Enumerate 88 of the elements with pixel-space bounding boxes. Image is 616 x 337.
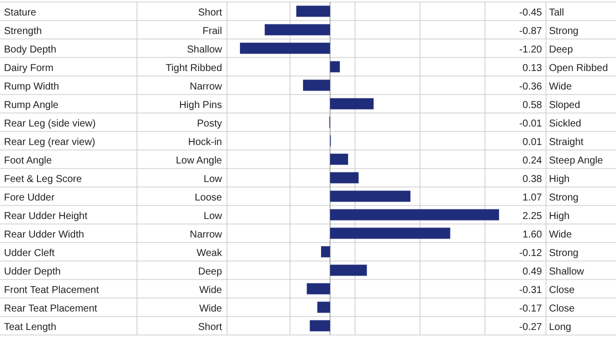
- text: Short: [198, 7, 222, 18]
- y-tick-label: Rump Width: [4, 81, 60, 92]
- y-tick-label: Rear Teat Placement: [4, 303, 98, 314]
- bar: [303, 80, 330, 91]
- y-tick-label: Rear Leg (rear view): [4, 136, 96, 148]
- data-label: 0.38: [522, 174, 542, 185]
- y-tick-label: Fore Udder: [4, 192, 56, 204]
- text: Wide: [199, 284, 222, 296]
- text: Wide: [549, 229, 572, 240]
- data-label: 0.58: [522, 100, 542, 111]
- data-label: 0.49: [522, 266, 542, 278]
- y-tick-label: Dairy Form: [4, 62, 54, 74]
- text: High: [549, 210, 570, 222]
- text: Hock-in: [188, 136, 222, 148]
- bar: [330, 172, 359, 184]
- text: Short: [198, 322, 222, 333]
- bar: [264, 24, 330, 36]
- y-tick-label: Body Depth: [4, 44, 56, 56]
- bar: [306, 283, 330, 294]
- bar: [321, 246, 330, 258]
- text: Wide: [199, 303, 222, 314]
- text: Shallow: [549, 266, 585, 278]
- y-tick-label: Rear Udder Width: [4, 229, 84, 240]
- text: Narrow: [190, 81, 223, 92]
- data-label: -0.17: [519, 303, 542, 314]
- data-label: -0.27: [519, 322, 542, 333]
- text: Close: [549, 284, 576, 296]
- text: Wide: [549, 81, 572, 92]
- y-tick-label: Strength: [4, 26, 42, 37]
- text: Straight: [549, 136, 584, 148]
- data-label: -0.12: [519, 248, 542, 259]
- text: Low: [204, 210, 223, 222]
- bar: [330, 61, 340, 72]
- text: Tight Ribbed: [166, 62, 222, 74]
- y-tick-label: Udder Depth: [4, 266, 61, 278]
- bar: [330, 264, 367, 276]
- y-tick-label: Rear Udder Height: [4, 210, 88, 222]
- bar: [330, 98, 374, 110]
- y-tick-label: Udder Cleft: [4, 248, 55, 259]
- y-tick-label: Stature: [4, 7, 37, 18]
- text: Long: [549, 322, 572, 333]
- text: Close: [549, 303, 576, 314]
- text: Steep Angle: [549, 155, 604, 166]
- y-tick-label: Teat Length: [4, 322, 56, 333]
- bar: [317, 302, 330, 313]
- text: Shallow: [186, 44, 223, 56]
- text: Low: [204, 174, 223, 185]
- bar: [240, 42, 330, 54]
- bar: [330, 228, 450, 239]
- data-label: -0.01: [519, 118, 542, 130]
- text: Frail: [202, 26, 222, 37]
- y-tick-label: Rump Angle: [4, 100, 59, 111]
- text: Strong: [549, 26, 578, 37]
- text: Narrow: [190, 229, 223, 240]
- text: Tall: [549, 7, 564, 18]
- text: Low Angle: [176, 155, 222, 166]
- bar: [330, 190, 410, 202]
- data-label: 0.01: [522, 136, 542, 148]
- data-label: 1.07: [522, 192, 542, 204]
- text: Loose: [194, 192, 222, 204]
- bar: [310, 320, 330, 332]
- text: Weak: [196, 248, 223, 259]
- data-label: 0.24: [522, 155, 542, 166]
- data-label: -0.31: [519, 284, 542, 296]
- data-label: 0.13: [522, 62, 542, 74]
- data-label: 2.25: [522, 210, 542, 222]
- text: Open Ribbed: [549, 62, 608, 74]
- data-label: 1.60: [522, 229, 542, 240]
- text: High: [549, 174, 570, 185]
- y-tick-label: Foot Angle: [4, 155, 52, 166]
- text: Strong: [549, 248, 578, 259]
- text: Posty: [196, 118, 222, 130]
- y-tick-label: Front Teat Placement: [4, 284, 100, 296]
- y-tick-label: Feet & Leg Score: [4, 174, 82, 185]
- text: High Pins: [179, 100, 222, 111]
- text: Deep: [198, 266, 222, 278]
- bar: [330, 154, 348, 165]
- bar: [330, 209, 500, 220]
- text: Deep: [549, 44, 574, 56]
- text: Strong: [549, 192, 578, 204]
- bar: [296, 6, 330, 17]
- data-label: -0.45: [519, 7, 542, 18]
- data-label: -0.36: [519, 81, 542, 92]
- text: Sloped: [549, 100, 580, 111]
- data-label: -0.87: [519, 26, 542, 37]
- y-tick-label: Rear Leg (side view): [4, 118, 96, 130]
- data-label: -1.20: [519, 44, 542, 56]
- text: Sickled: [549, 118, 582, 130]
